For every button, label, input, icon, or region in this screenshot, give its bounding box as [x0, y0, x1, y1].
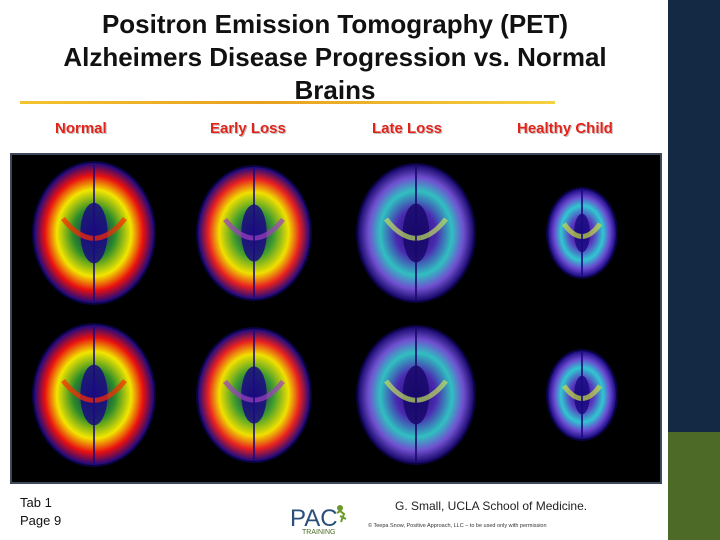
column-label-healthy-child: Healthy Child	[517, 120, 613, 137]
pet-scan-grid	[32, 161, 618, 467]
pac-logo: PAC TRAINING	[288, 496, 354, 536]
copyright-notice: © Teepa Snow, Positive Approach, LLC – t…	[368, 523, 547, 529]
logo-subtext: TRAINING	[302, 529, 335, 536]
page-number: Page 9	[20, 513, 62, 528]
tab-page-label: Tab 1 Page 9	[20, 494, 61, 530]
tab-number: Tab 1	[20, 495, 52, 510]
sidebar-band	[668, 0, 720, 432]
title-underline	[20, 101, 555, 104]
logo-text: PAC	[290, 505, 338, 532]
column-label-late-loss: Late Loss	[372, 120, 443, 137]
pet-scan-image	[10, 153, 662, 484]
title-line-1: Positron Emission Tomography (PET)	[101, 9, 569, 39]
title-line-3: Brains	[294, 75, 376, 105]
column-label-normal: Normal	[55, 120, 107, 137]
slide-title: Positron Emission Tomography (PET) Alzhe…	[10, 8, 660, 107]
column-label-early-loss: Early Loss	[210, 120, 286, 137]
image-credit: G. Small, UCLA School of Medicine.	[395, 499, 588, 513]
title-line-2: Alzheimers Disease Progression vs. Norma…	[63, 42, 607, 72]
sidebar-accent-band	[668, 432, 720, 540]
